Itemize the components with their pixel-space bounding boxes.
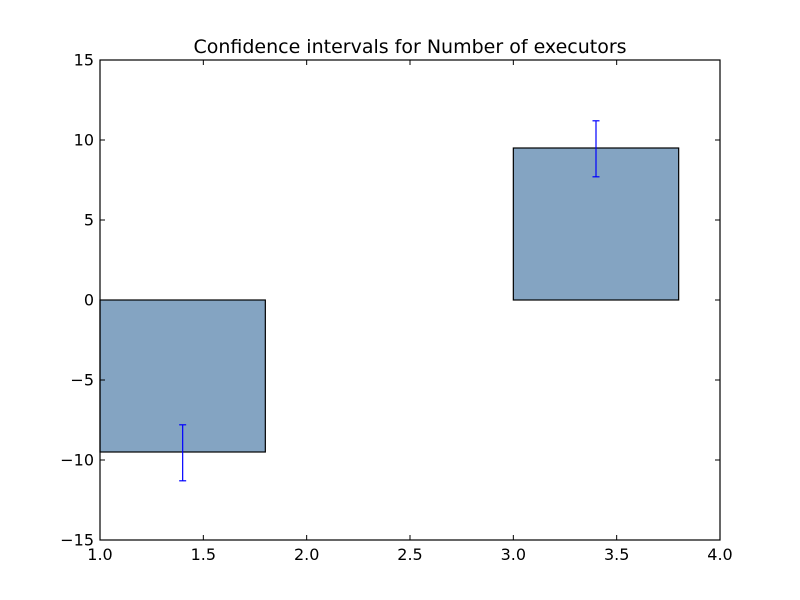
y-tick-label: 10 bbox=[74, 131, 94, 150]
y-tick-label: −5 bbox=[70, 371, 94, 390]
x-tick-label: 4.0 bbox=[707, 545, 732, 564]
y-tick-label: −15 bbox=[60, 531, 94, 550]
y-tick-label: 15 bbox=[74, 51, 94, 70]
x-tick-label: 1.5 bbox=[191, 545, 216, 564]
x-tick-label: 2.0 bbox=[294, 545, 319, 564]
x-tick-label: 3.0 bbox=[501, 545, 526, 564]
chart-title: Confidence intervals for Number of execu… bbox=[193, 36, 626, 58]
x-tick-label: 2.5 bbox=[397, 545, 422, 564]
x-tick-label: 1.0 bbox=[87, 545, 112, 564]
y-tick-label: 0 bbox=[84, 291, 94, 310]
y-tick-label: −10 bbox=[60, 451, 94, 470]
plot-area: 1.0 1.5 2.0 2.5 3.0 3.5 4.0 −15 −10 −5 0 5 10 15 bbox=[60, 51, 732, 565]
x-tick-label: 3.5 bbox=[604, 545, 629, 564]
y-tick-label: 5 bbox=[84, 211, 94, 230]
